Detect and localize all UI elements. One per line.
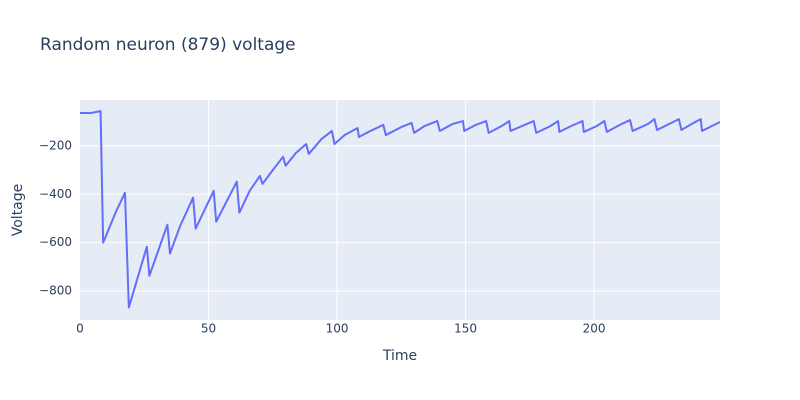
chart-title: Random neuron (879) voltage	[40, 35, 296, 55]
x-tick-label: 150	[454, 322, 477, 336]
y-tick-label: −800	[39, 283, 72, 297]
x-tick-label: 0	[76, 322, 84, 336]
data-line	[80, 110, 721, 309]
x-axis-title: Time	[382, 348, 417, 364]
x-tick-label: 50	[201, 322, 216, 336]
y-tick-label: −200	[39, 138, 72, 152]
y-tick-label: −400	[39, 187, 72, 201]
y-axis-title: Voltage	[10, 184, 26, 237]
y-tick-label: −600	[39, 235, 72, 249]
plot-area	[80, 100, 720, 320]
x-tick-label: 100	[326, 322, 349, 336]
x-tick-label: 200	[583, 322, 606, 336]
